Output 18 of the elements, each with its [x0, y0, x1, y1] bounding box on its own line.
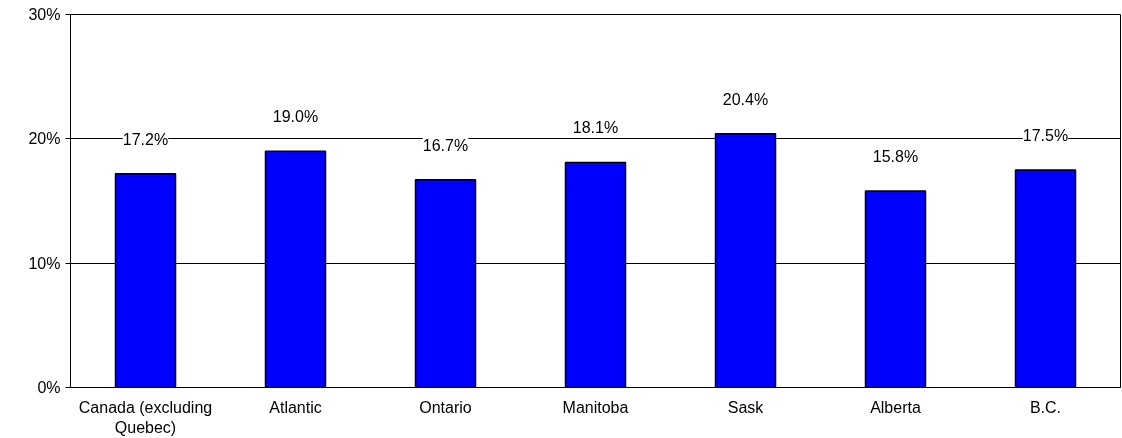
data-label: 17.5% — [1022, 126, 1069, 144]
x-tick-label: Ontario — [419, 398, 472, 416]
data-label: 19.0% — [272, 108, 319, 126]
y-tick-label: 0% — [37, 379, 61, 396]
x-tick-label: Atlantic — [269, 398, 322, 416]
x-tick-label: B.C. — [1029, 398, 1062, 416]
data-label: 17.2% — [122, 130, 169, 148]
data-label: 18.1% — [572, 119, 619, 137]
data-label: 16.7% — [422, 136, 469, 154]
data-label: 15.8% — [872, 148, 919, 166]
data-label: 20.4% — [722, 90, 769, 108]
x-tick-label: Alberta — [870, 398, 921, 416]
x-tick-label: Sask — [727, 398, 765, 416]
y-tick-label: 30% — [28, 6, 61, 23]
x-tick-label: Canada (excluding Quebec) — [78, 398, 213, 436]
y-tick-label: 10% — [28, 254, 61, 272]
y-tick-label: 20% — [28, 130, 61, 148]
x-tick-label: Manitoba — [562, 398, 629, 416]
